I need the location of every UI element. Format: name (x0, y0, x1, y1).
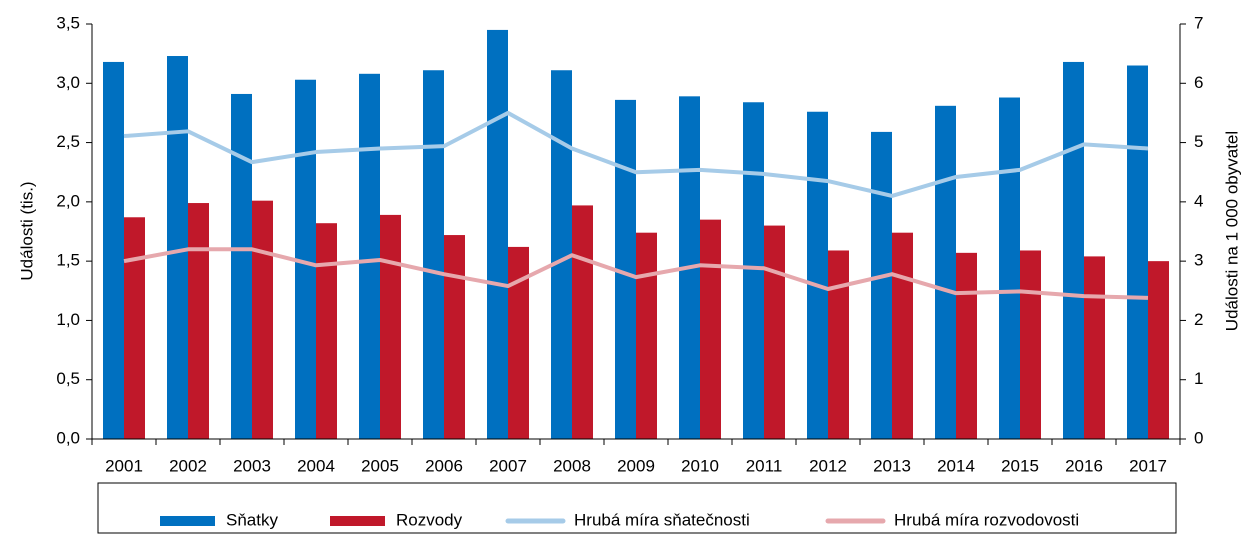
bar (252, 200, 273, 439)
bar (316, 223, 337, 439)
x-tick-label: 2014 (937, 456, 975, 475)
bar (487, 29, 508, 440)
bar (636, 232, 657, 439)
line (123, 247, 1149, 300)
y2-tick-label: 1 (1194, 369, 1203, 388)
bar (444, 235, 465, 439)
bar (295, 79, 316, 439)
x-tick-label: 2011 (746, 456, 783, 475)
x-tick-label: 2001 (105, 456, 143, 475)
x-tick-label: 2004 (297, 456, 335, 475)
bar (935, 105, 956, 440)
x-tick-label: 2008 (553, 456, 591, 475)
y-tick-label: 2,0 (56, 191, 80, 210)
bar (892, 232, 913, 439)
bar (743, 102, 764, 439)
bar (871, 131, 892, 439)
x-tick-label: 2002 (169, 456, 207, 475)
bar (828, 250, 849, 439)
bar (231, 93, 252, 439)
y-tick-label: 1,0 (56, 310, 80, 329)
bar (807, 111, 828, 439)
y-tick-label: 3,5 (56, 13, 80, 32)
legend-swatch (160, 516, 215, 526)
bar (764, 225, 785, 439)
y-tick-label: 0,0 (56, 428, 80, 447)
x-tick-label: 2016 (1065, 456, 1103, 475)
y2-tick-label: 2 (1194, 310, 1203, 329)
bar (1020, 250, 1041, 439)
bar (188, 203, 209, 439)
y-tick-label: 0,5 (56, 369, 80, 388)
legend-label: Rozvody (396, 510, 463, 529)
bar (508, 246, 529, 439)
y2-tick-label: 5 (1194, 132, 1203, 151)
bar (1127, 65, 1148, 439)
y-axis-label: Události (tis.) (17, 181, 36, 280)
x-tick-label: 2015 (1001, 456, 1039, 475)
x-tick-label: 2007 (489, 456, 527, 475)
x-tick-label: 2010 (681, 456, 719, 475)
y-tick-label: 2,5 (56, 132, 80, 151)
legend-box (97, 482, 1177, 534)
x-tick-label: 2006 (425, 456, 463, 475)
x-tick-label: 2012 (809, 456, 847, 475)
legend-label: Sňatky (226, 510, 278, 529)
legend-label: Hrubá míra rozvodovosti (894, 510, 1079, 529)
bar (551, 70, 572, 439)
x-tick-label: 2009 (617, 456, 655, 475)
bar (380, 214, 401, 439)
y-tick-label: 1,5 (56, 251, 80, 270)
bar (1148, 261, 1169, 439)
bar (167, 56, 188, 440)
bar (999, 97, 1020, 439)
y2-tick-label: 0 (1194, 428, 1203, 447)
bar (615, 99, 636, 439)
bar (572, 205, 593, 439)
y2-tick-label: 3 (1194, 251, 1203, 270)
bar (700, 219, 721, 439)
bar (1084, 256, 1105, 439)
x-tick-label: 2005 (361, 456, 399, 475)
y2-tick-label: 4 (1194, 191, 1203, 210)
line (123, 110, 1149, 198)
x-tick-label: 2003 (233, 456, 271, 475)
x-tick-label: 2013 (873, 456, 911, 475)
bar (124, 217, 145, 439)
y-tick-label: 3,0 (56, 73, 80, 92)
bar (103, 61, 124, 439)
y2-axis-label: Události na 1 000 obyvatel (1222, 131, 1241, 331)
x-tick-label: 2017 (1129, 456, 1167, 475)
y2-tick-label: 6 (1194, 73, 1203, 92)
bar (359, 73, 380, 440)
legend-label: Hrubá míra sňatečnosti (574, 510, 750, 529)
bar (423, 70, 444, 439)
y2-tick-label: 7 (1194, 13, 1203, 32)
bar (956, 252, 977, 439)
legend-swatch (330, 516, 385, 526)
bar (1063, 61, 1084, 439)
